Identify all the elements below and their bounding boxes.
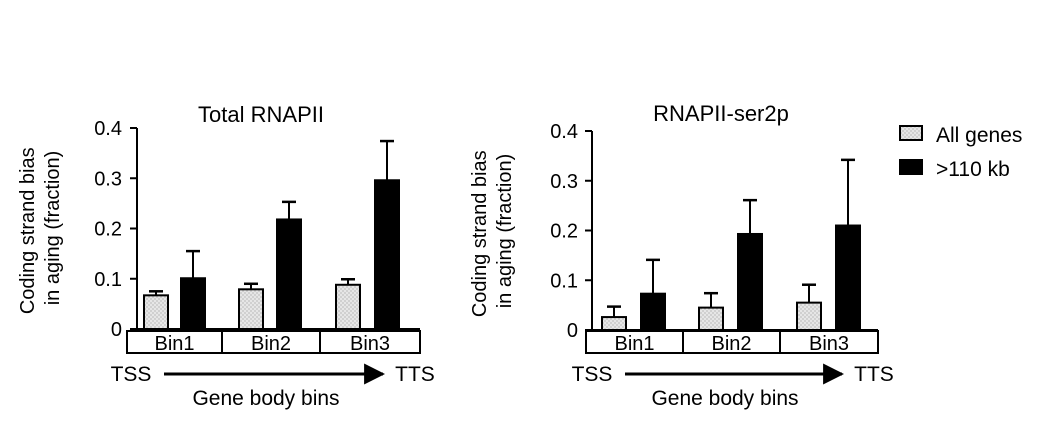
- bin-label-bin3: Bin3: [350, 333, 390, 355]
- bar-long-genes-bin3: [835, 224, 861, 331]
- y-axis-label: Coding strand bias in aging (fraction): [17, 142, 64, 314]
- bin-label-bin1: Bin1: [154, 333, 194, 355]
- bin-labels: Bin1 Bin2 Bin3: [614, 331, 849, 355]
- y-ticks: 0 0.1 0.2 0.3 0.4: [94, 118, 137, 341]
- bar-all-genes-bin1: [601, 316, 627, 332]
- bin-label-bin2: Bin2: [251, 333, 291, 355]
- bin-label-bin2: Bin2: [711, 333, 751, 355]
- y-tick-label: 0.2: [94, 219, 122, 241]
- y-tick-label: 0.1: [94, 269, 122, 291]
- y-axis-label-line1: Coding strand bias: [17, 147, 39, 314]
- y-tick-label: 0.4: [94, 118, 122, 140]
- bar-long-genes-bin2: [276, 218, 302, 330]
- bin-label-bin3: Bin3: [809, 333, 849, 355]
- legend-label-long-genes: >110 kb: [936, 158, 1010, 181]
- y-axis-label: Coding strand bias in aging (fraction): [469, 145, 516, 317]
- y-tick-label: 0.2: [550, 221, 578, 243]
- bin-strip: [585, 330, 879, 354]
- bar-long-genes-bin1: [640, 292, 666, 331]
- bar-long-genes-bin3: [374, 179, 400, 330]
- y-ticks: 0 0.1 0.2 0.3 0.4: [550, 121, 592, 342]
- chart-title: RNAPII-ser2p: [653, 101, 789, 126]
- legend: All genes >110 kb: [899, 124, 1022, 181]
- bar-all-genes-bin1: [143, 294, 169, 330]
- bin-label-bin1: Bin1: [614, 333, 654, 355]
- y-axis-label-line2: in aging (fraction): [42, 151, 64, 306]
- bar-long-genes-bin2: [737, 232, 763, 331]
- bars: [601, 158, 861, 332]
- legend-label-all-genes: All genes: [936, 124, 1022, 147]
- y-tick-label: 0: [567, 320, 578, 342]
- tss-label: TSS: [572, 363, 613, 386]
- y-tick-label: 0.1: [550, 270, 578, 292]
- bar-all-genes-bin2: [698, 306, 724, 331]
- bar-long-genes-bin1: [180, 277, 206, 330]
- bar-all-genes-bin3: [796, 301, 822, 332]
- tts-label: TTS: [395, 363, 435, 386]
- bar-all-genes-bin2: [238, 288, 264, 330]
- legend-swatch-long-genes: [899, 159, 923, 175]
- y-axis-label-line1: Coding strand bias: [469, 150, 491, 317]
- legend-swatch-all-genes: [899, 125, 923, 141]
- tts-label: TTS: [854, 363, 894, 386]
- bin-labels: Bin1 Bin2 Bin3: [154, 331, 390, 355]
- panel-total-rnapii: Total RNAPII Coding strand bias in aging…: [17, 102, 435, 410]
- y-tick-label: 0.4: [550, 121, 578, 143]
- tss-label: TSS: [111, 363, 152, 386]
- panel-rnapii-ser2p: RNAPII-ser2p Coding strand bias in aging…: [469, 101, 894, 410]
- y-tick-label: 0.3: [550, 171, 578, 193]
- chart-title: Total RNAPII: [198, 102, 324, 127]
- y-tick-label: 0: [111, 319, 122, 341]
- x-axis-label: Gene body bins: [651, 387, 798, 410]
- y-tick-label: 0.3: [94, 168, 122, 190]
- bin-strip: [126, 330, 421, 354]
- y-axis-label-line2: in aging (fraction): [494, 154, 516, 309]
- x-axis-label: Gene body bins: [192, 387, 339, 410]
- bars: [143, 139, 400, 330]
- bar-all-genes-bin3: [335, 283, 361, 330]
